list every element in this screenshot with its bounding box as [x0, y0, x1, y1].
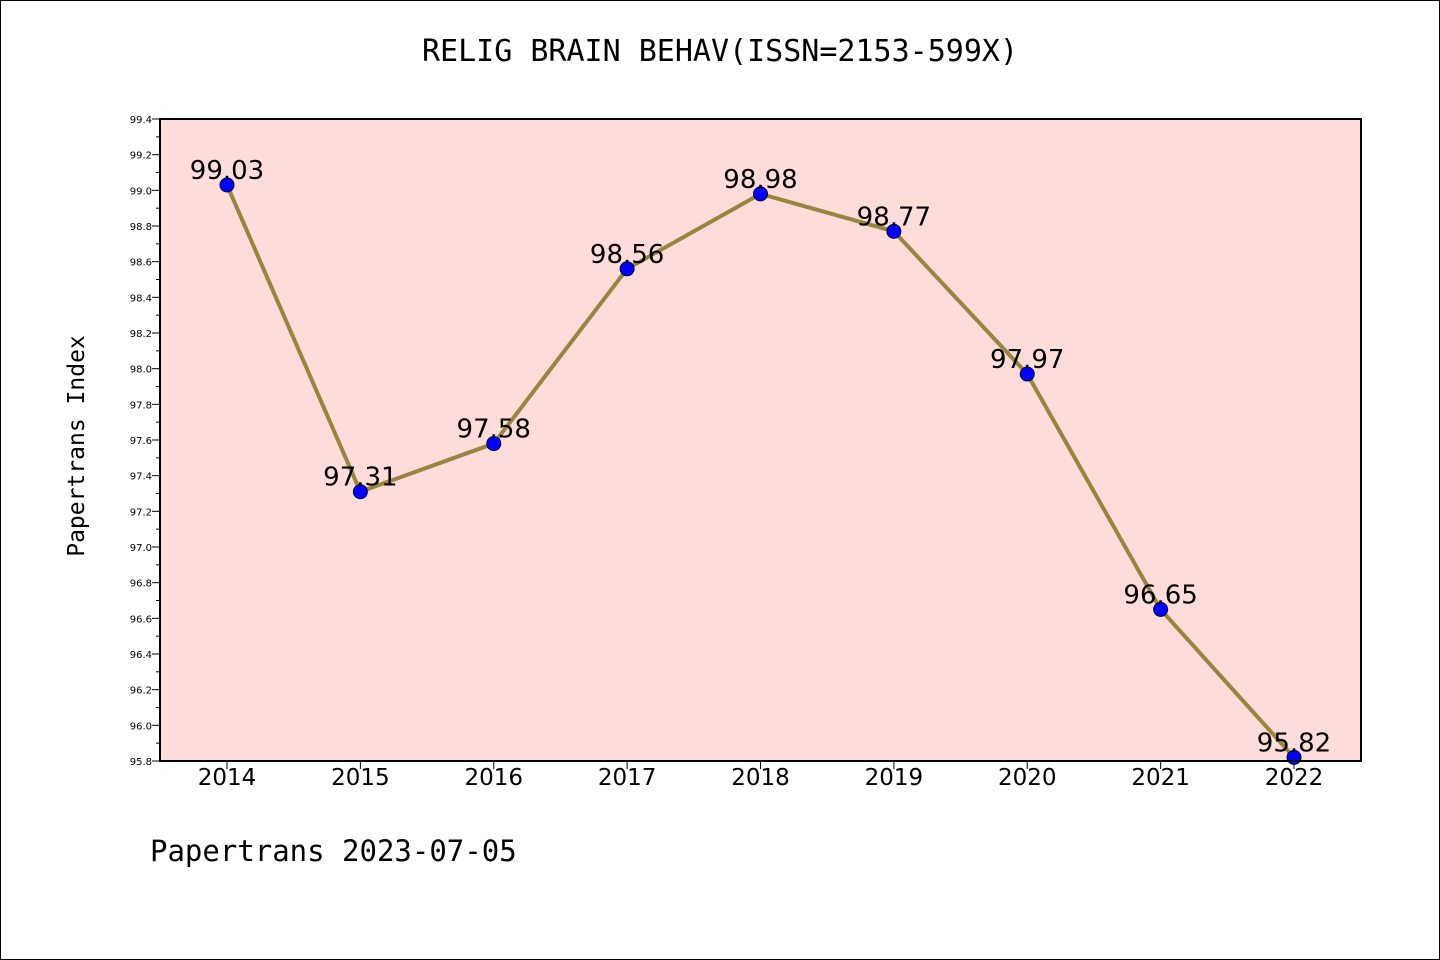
x-tick-label: 2021 [1131, 765, 1190, 791]
data-point [1019, 366, 1035, 382]
x-tick-label: 2020 [998, 765, 1057, 791]
y-tick-label: 98.2 [130, 329, 152, 340]
y-tick-label: 97.8 [130, 400, 152, 411]
data-label: 98.77 [857, 202, 931, 232]
x-tick-label: 2015 [331, 765, 390, 791]
data-label: 97.31 [323, 463, 397, 493]
data-point [352, 484, 368, 500]
data-label: 98.56 [590, 240, 664, 270]
y-axis-label: Papertrans Index [64, 335, 90, 557]
y-tick-label: 96.2 [130, 686, 152, 697]
y-tick-label: 97.6 [130, 436, 152, 447]
data-point [753, 186, 768, 202]
y-tick-label: 96.0 [130, 721, 152, 732]
data-point [1153, 601, 1169, 617]
y-tick-label: 96.4 [130, 650, 152, 661]
data-point [619, 261, 635, 277]
x-tick-label: 2017 [598, 765, 657, 791]
x-tick-label: 2022 [1265, 765, 1324, 791]
y-tick-label: 99.2 [130, 151, 152, 162]
y-tick-label: 95.8 [130, 757, 152, 768]
data-label: 97.97 [990, 345, 1064, 375]
plot-border [159, 118, 1362, 762]
y-tick-label: 97.0 [130, 543, 152, 554]
y-tick-label: 97.2 [130, 507, 152, 518]
y-tick-label: 99.4 [130, 115, 152, 126]
x-tick-label: 2014 [198, 765, 257, 791]
data-label: 95.82 [1257, 728, 1331, 758]
footer-note: Papertrans 2023-07-05 [150, 834, 517, 868]
y-tick-label: 98.6 [130, 258, 152, 269]
x-tick-label: 2016 [464, 765, 523, 791]
data-label: 99.03 [190, 156, 264, 186]
data-point [486, 436, 502, 452]
data-label: 98.98 [723, 165, 797, 195]
y-tick-label: 98.0 [130, 365, 152, 376]
y-tick-label: 98.4 [130, 293, 152, 304]
y-tick-label: 99.0 [130, 186, 152, 197]
x-tick-label: 2019 [865, 765, 924, 791]
x-tick-label: 2018 [731, 765, 790, 791]
data-label: 96.65 [1123, 580, 1197, 610]
chart-title: RELIG BRAIN BEHAV(ISSN=2153-599X) [421, 34, 1019, 69]
y-tick-label: 96.8 [130, 579, 152, 590]
data-point [886, 223, 902, 239]
y-tick-label: 98.8 [130, 222, 152, 233]
plot-area [160, 119, 1361, 761]
data-point [219, 177, 235, 193]
y-tick-label: 97.4 [130, 472, 152, 483]
data-label: 97.58 [457, 415, 531, 445]
y-tick-label: 96.6 [130, 614, 152, 625]
